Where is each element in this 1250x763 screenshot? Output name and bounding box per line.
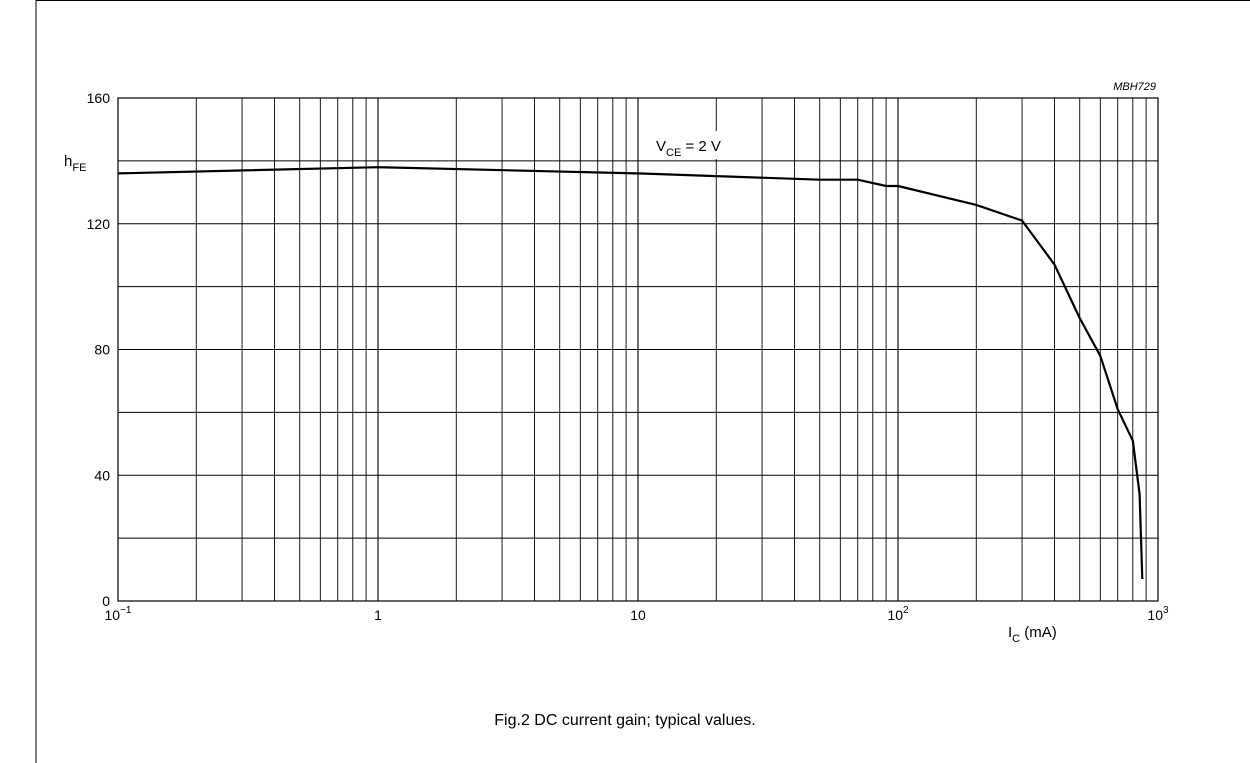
annotation-background (647, 131, 759, 159)
y-tick-labels: 0 40 80 120 160 (87, 90, 111, 609)
x-tick-labels: 10−1 1 10 102 103 (105, 605, 1170, 623)
y-tick-label: 120 (87, 216, 111, 232)
y-axis-label: hFE (64, 153, 86, 174)
figure-caption: Fig.2 DC current gain; typical values. (494, 712, 756, 729)
series-hfe-curve (117, 166, 1144, 580)
figure-code: MBH729 (1113, 81, 1156, 93)
plot-frame (117, 97, 1159, 602)
y-tick-label: 0 (102, 593, 110, 609)
x-tick-label: 10 (630, 607, 646, 623)
x-tick-label: 10−1 (105, 605, 132, 623)
x-axis-label: IC (mA) (1008, 624, 1057, 645)
annotation-vce: VCE = 2 V (656, 138, 721, 159)
grid (118, 98, 1158, 601)
x-tick-label: 1 (374, 607, 382, 623)
x-tick-label: 102 (887, 605, 909, 623)
x-tick-label: 103 (1147, 605, 1169, 623)
y-tick-label: 80 (94, 342, 110, 358)
y-tick-label: 40 (94, 467, 110, 483)
y-tick-label: 160 (87, 90, 111, 106)
